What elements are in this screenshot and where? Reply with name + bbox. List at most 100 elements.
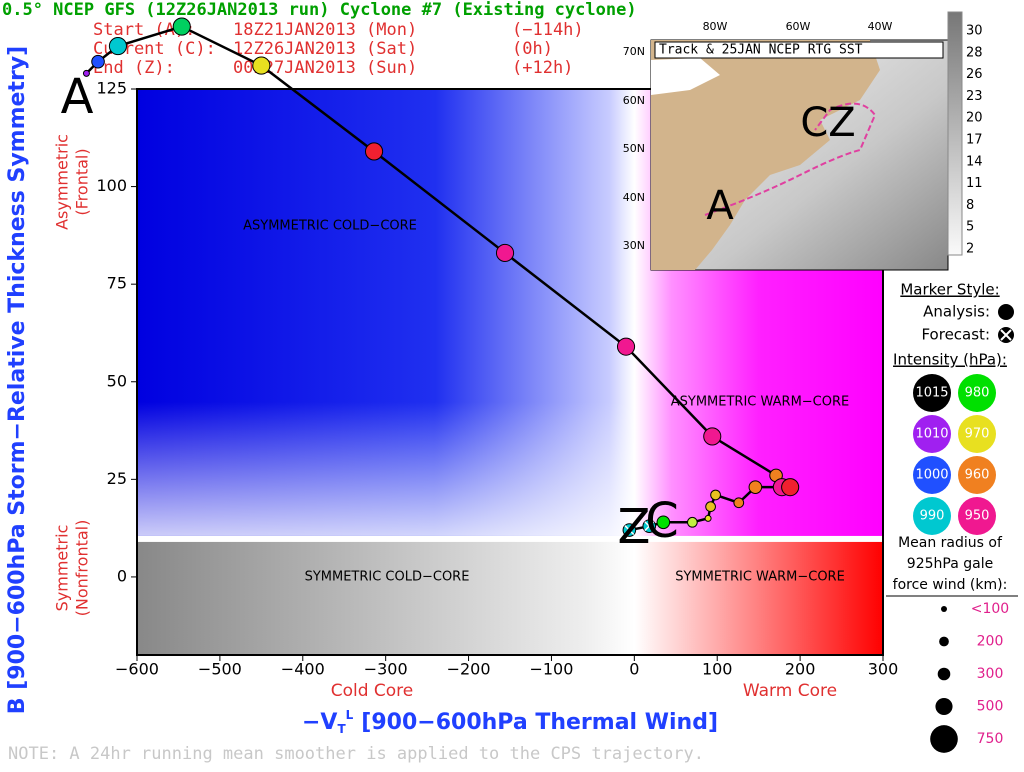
quadrant	[137, 541, 635, 655]
x-annotation: Cold Core	[331, 681, 414, 701]
track-point	[252, 56, 271, 75]
legend-size	[939, 636, 949, 647]
legend-label: 960	[965, 468, 990, 483]
x-tick-label: 300	[868, 660, 899, 679]
track-point	[656, 515, 671, 530]
colorbar-label: 17	[966, 133, 983, 148]
legend-size	[930, 725, 958, 753]
track-point	[710, 489, 721, 501]
legend-title: force wind (km):	[893, 577, 1008, 593]
track-point	[686, 516, 698, 528]
legend-label: 980	[965, 386, 990, 401]
legend-size	[935, 697, 953, 716]
legend-swatch	[958, 456, 996, 494]
ice	[651, 58, 720, 95]
phase-background	[136, 88, 884, 656]
forecast-cross	[644, 521, 655, 532]
legend-swatch	[958, 415, 996, 453]
quadrant-label: ASYMMETRIC COLD−CORE	[243, 219, 417, 234]
inset-title: Track & 25JAN NCEP RTG SST	[659, 43, 863, 58]
y-annotation: Asymmetric	[53, 134, 72, 230]
track-point	[82, 69, 90, 77]
lat-label: 50N	[623, 142, 645, 155]
track-point	[703, 427, 722, 446]
quadrant	[137, 89, 635, 536]
quadrant	[634, 541, 883, 655]
x-label-symbol: −V	[302, 710, 337, 735]
lat-label: 70N	[623, 45, 645, 58]
x-tick-label: 200	[785, 660, 816, 679]
track-point	[733, 497, 745, 509]
legend-size-label: 300	[977, 666, 1004, 682]
colorbar-label: 8	[966, 198, 974, 213]
x-tick-label: −100	[529, 660, 573, 679]
legend-size-label: <100	[971, 601, 1009, 617]
lat-label: 30N	[623, 239, 645, 252]
legend-size	[941, 606, 947, 612]
y-annotation: (Frontal)	[73, 148, 92, 215]
y-tick-label: 50	[107, 371, 127, 390]
legend-title: Marker Style:	[900, 281, 999, 299]
legend-label: 1010	[915, 427, 948, 442]
info-text: Start (A):	[93, 20, 195, 40]
legend-title: Mean radius of	[898, 535, 1003, 551]
colorbar-label: 26	[966, 67, 983, 82]
colorbar-label: 28	[966, 45, 983, 60]
quadrant-label: SYMMETRIC COLD−CORE	[305, 570, 470, 585]
track-point	[364, 142, 384, 161]
lon-label: 60W	[786, 20, 811, 33]
info-text: (0h)	[512, 39, 553, 59]
colorbar-label: 2	[966, 242, 974, 257]
legend-size-label: 200	[977, 634, 1004, 650]
x-axis-label: −VTL [900−600hPa Thermal Wind]	[302, 708, 718, 736]
inset-label: CZ	[800, 100, 855, 146]
y-tick-label: 0	[117, 566, 127, 585]
track-point	[172, 17, 191, 36]
info-text: 00Z27JAN2013 (Sun)	[233, 58, 417, 78]
inset-label: A	[706, 183, 734, 229]
lat-label: 40N	[623, 191, 645, 204]
x-tick-label: −400	[281, 660, 325, 679]
legend-label: 990	[920, 509, 945, 524]
track-point	[704, 514, 712, 522]
y-tick-label: 100	[96, 176, 127, 195]
y-annotation: Symmetric	[53, 525, 72, 612]
legend-title: Intensity (hPa):	[893, 351, 1007, 369]
track-point	[91, 54, 105, 69]
legend-swatch	[913, 415, 951, 453]
legend-swatch	[913, 497, 951, 535]
lon-label: 80W	[703, 20, 728, 33]
quadrant-label: ASYMMETRIC WARM−CORE	[671, 395, 849, 410]
note: NOTE: A 24hr running mean smoother is ap…	[8, 744, 704, 764]
x-label-sub: T	[337, 722, 346, 736]
legend-cross	[1000, 329, 1012, 341]
x-tick-label: −300	[364, 660, 408, 679]
track-label: Z	[618, 499, 651, 555]
legend-size-label: 500	[977, 699, 1004, 715]
y-tick-label: 75	[107, 274, 127, 293]
y-annotation: (Nonfrontal)	[73, 520, 92, 617]
info-text: (−114h)	[512, 20, 584, 40]
lon-label: 40W	[868, 20, 893, 33]
inset-map: Track & 25JAN NCEP RTG SST 80W 60W 40W 70N 6…	[623, 11, 983, 271]
legend-text: Analysis:	[923, 303, 990, 321]
y-tick-label: 125	[96, 79, 127, 98]
x-tick-label: 100	[702, 660, 733, 679]
colorbar	[947, 11, 963, 256]
inset-track	[704, 102, 877, 216]
inset-title-box	[654, 41, 944, 59]
colorbar-label: 23	[966, 89, 983, 104]
legend-swatch	[958, 374, 996, 412]
legend-text: Forecast:	[921, 326, 990, 344]
track-point	[781, 478, 800, 497]
x-tick-label: −600	[115, 660, 159, 679]
lat-label: 60N	[623, 94, 645, 107]
y-axis-label: B [900−600hPa Storm−Relative Thickness S…	[5, 46, 30, 714]
legend-label: 950	[965, 509, 990, 524]
plot-frame	[136, 88, 884, 656]
x-tick-label: −200	[447, 660, 491, 679]
track-point	[108, 36, 127, 56]
legend-title: 925hPa gale	[907, 556, 993, 572]
info-text: 18Z21JAN2013 (Mon)	[233, 20, 417, 40]
